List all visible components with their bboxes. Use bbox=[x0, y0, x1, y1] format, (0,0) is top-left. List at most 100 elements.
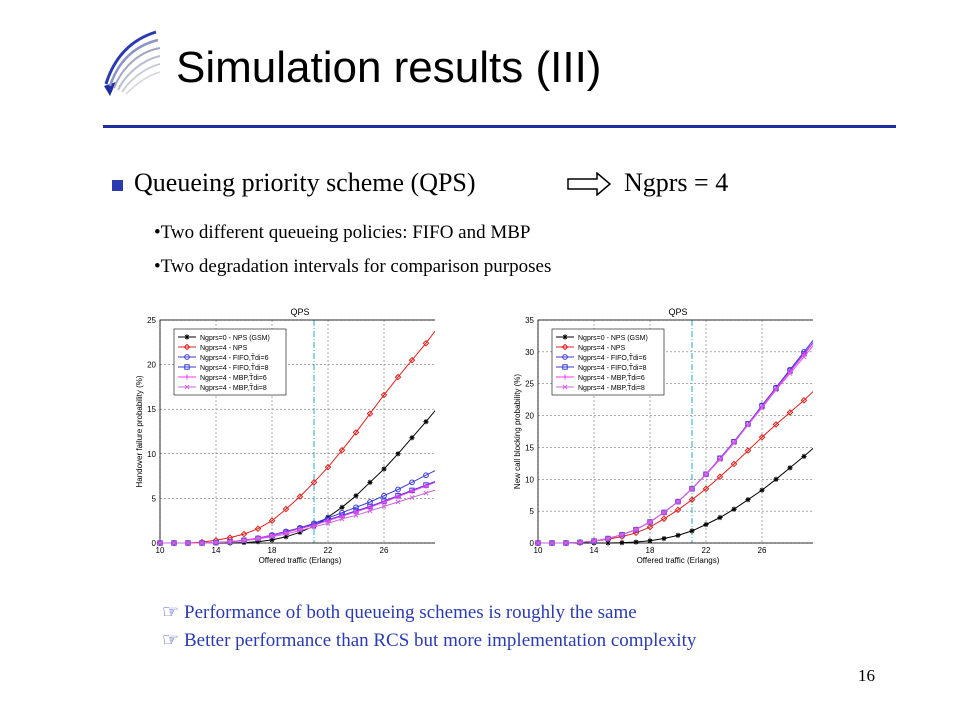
legend-label: Ngprs=0 - NPS (GSM) bbox=[578, 335, 648, 342]
legend-label: Ngprs=4 - MBP,T̄di=8 bbox=[200, 384, 267, 392]
x-axis-label: Offered traffic (Erlangs) bbox=[259, 556, 342, 565]
data-point bbox=[353, 512, 359, 518]
data-point bbox=[367, 479, 373, 485]
x-tick-label: 14 bbox=[212, 546, 221, 555]
y-tick-label: 20 bbox=[525, 412, 534, 421]
data-point bbox=[772, 421, 780, 428]
data-point bbox=[759, 487, 765, 493]
legend-marker bbox=[184, 364, 190, 370]
data-point bbox=[297, 528, 303, 533]
plot-frame bbox=[159, 319, 435, 544]
y-axis-label: New call blocking probability (%) bbox=[513, 374, 522, 489]
legend-label: Ngprs=4 - MBP,T̄di=6 bbox=[578, 374, 645, 382]
legend-label: Ngprs=4 - MBP,T̄di=8 bbox=[578, 384, 645, 392]
data-point bbox=[745, 497, 751, 503]
data-point bbox=[730, 460, 738, 468]
x-tick-label: 10 bbox=[156, 546, 165, 555]
data-point bbox=[213, 540, 219, 545]
data-point bbox=[605, 536, 611, 541]
data-point bbox=[339, 513, 345, 519]
data-point bbox=[394, 373, 402, 381]
data-point bbox=[773, 387, 779, 393]
conclusion-1-text: Performance of both queueing schemes is … bbox=[184, 602, 637, 623]
data-point bbox=[800, 396, 808, 404]
data-point bbox=[409, 495, 415, 500]
logo-icon bbox=[104, 30, 161, 96]
chart-title: QPS bbox=[668, 307, 687, 317]
x-tick-label: 10 bbox=[534, 546, 543, 555]
data-point bbox=[646, 523, 654, 531]
data-point bbox=[310, 479, 318, 486]
data-point bbox=[296, 493, 304, 500]
x-tick-label: 26 bbox=[758, 546, 767, 555]
data-point bbox=[563, 540, 569, 546]
square-bullet-icon bbox=[112, 180, 123, 191]
data-point bbox=[255, 536, 261, 542]
plot-frame bbox=[537, 319, 813, 544]
data-point bbox=[353, 493, 359, 499]
data-point bbox=[703, 472, 709, 478]
data-point bbox=[171, 540, 177, 546]
legend-label: Ngprs=4 - FIFO,T̄di=8 bbox=[200, 364, 269, 372]
data-point bbox=[773, 476, 779, 482]
data-point bbox=[717, 514, 723, 521]
data-point bbox=[787, 465, 793, 471]
data-point bbox=[381, 466, 387, 472]
data-point bbox=[254, 525, 262, 533]
data-point bbox=[157, 540, 163, 546]
slide-title: Simulation results (III) bbox=[176, 43, 602, 92]
data-point bbox=[716, 473, 724, 481]
data-point bbox=[605, 540, 611, 546]
y-tick-label: 35 bbox=[525, 316, 534, 325]
legend-box bbox=[173, 328, 287, 396]
x-tick-label: 14 bbox=[590, 546, 599, 555]
data-point bbox=[423, 483, 429, 489]
data-point bbox=[395, 451, 401, 457]
data-point bbox=[422, 339, 430, 347]
y-tick-label: 5 bbox=[530, 507, 535, 516]
data-point bbox=[409, 488, 415, 494]
data-point bbox=[759, 405, 765, 411]
title-divider bbox=[103, 125, 896, 128]
data-point bbox=[619, 540, 625, 546]
data-point bbox=[395, 499, 401, 505]
data-point bbox=[423, 472, 429, 479]
data-point bbox=[269, 537, 275, 543]
handover-failure-chart: 1014182226300510152025QPSOffered traffic… bbox=[135, 307, 435, 565]
data-point bbox=[199, 540, 205, 546]
legend-marker bbox=[561, 343, 569, 351]
y-tick-label: 0 bbox=[152, 539, 157, 548]
data-point bbox=[367, 504, 373, 510]
y-tick-label: 10 bbox=[525, 475, 534, 484]
legend-marker bbox=[562, 384, 568, 390]
legend-marker bbox=[183, 343, 191, 351]
data-point bbox=[801, 453, 807, 459]
data-point bbox=[338, 446, 346, 454]
data-point bbox=[324, 463, 332, 471]
data-point bbox=[786, 409, 794, 416]
x-tick-label: 18 bbox=[268, 546, 277, 555]
data-point bbox=[255, 539, 261, 545]
legend-label: Ngprs=4 - FIFO,T̄di=6 bbox=[200, 354, 269, 362]
data-point bbox=[717, 457, 723, 462]
series-line bbox=[160, 330, 435, 544]
legend-box bbox=[551, 328, 665, 396]
data-point bbox=[619, 532, 625, 538]
data-point bbox=[745, 422, 751, 428]
data-point bbox=[339, 504, 345, 510]
page-number: 16 bbox=[858, 666, 875, 685]
y-tick-label: 25 bbox=[525, 380, 534, 389]
data-point bbox=[255, 535, 261, 541]
data-point bbox=[311, 524, 317, 530]
y-tick-label: 30 bbox=[525, 348, 534, 357]
data-point bbox=[381, 492, 387, 499]
y-tick-label: 0 bbox=[530, 539, 535, 548]
legend-marker bbox=[562, 334, 568, 340]
data-point bbox=[758, 433, 766, 441]
x-tick-label: 22 bbox=[702, 546, 711, 555]
data-point bbox=[801, 354, 807, 360]
data-point bbox=[352, 429, 360, 436]
data-point bbox=[395, 494, 401, 500]
data-point bbox=[227, 539, 233, 545]
data-point bbox=[577, 539, 583, 545]
